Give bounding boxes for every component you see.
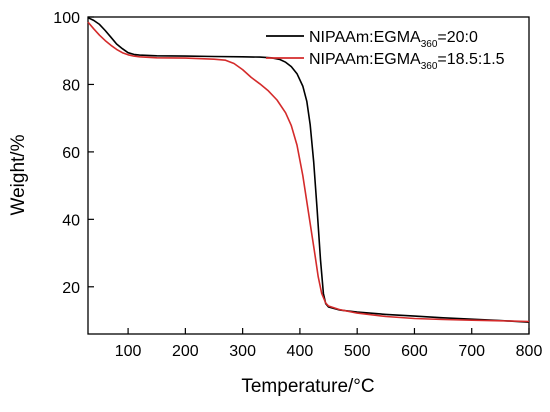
x-tick-label: 700	[458, 343, 485, 360]
legend: NIPAAm:EGMA360=20:0NIPAAm:EGMA360=18.5:1…	[266, 29, 505, 72]
y-tick-label: 100	[53, 10, 80, 27]
y-axis-title: Weight/%	[8, 134, 29, 215]
x-tick-label: 600	[401, 343, 428, 360]
legend-label-2: NIPAAm:EGMA360=18.5:1.5	[309, 51, 505, 72]
series-line-1	[87, 16, 530, 323]
x-tick-label: 800	[516, 343, 543, 360]
plot-area-frame	[87, 16, 530, 335]
legend-label-1: NIPAAm:EGMA360=20:0	[309, 29, 478, 50]
x-tick-label: 100	[115, 343, 142, 360]
x-tick-label: 500	[344, 343, 371, 360]
y-tick-label: 40	[62, 212, 80, 229]
y-tick-label: 20	[62, 280, 80, 297]
x-tick-label: 200	[172, 343, 199, 360]
y-tick-label: 60	[62, 145, 80, 162]
y-tick-label: 80	[62, 77, 80, 94]
data-series-layer	[87, 16, 530, 323]
axis-ticks-layer: 100 200 300 400 500 600 700 800 20 40 60 80 100	[53, 10, 542, 360]
series-line-2	[87, 21, 530, 323]
x-tick-label: 300	[229, 343, 256, 360]
x-tick-label: 400	[287, 343, 314, 360]
x-axis-title: Temperature/°C	[241, 376, 374, 397]
